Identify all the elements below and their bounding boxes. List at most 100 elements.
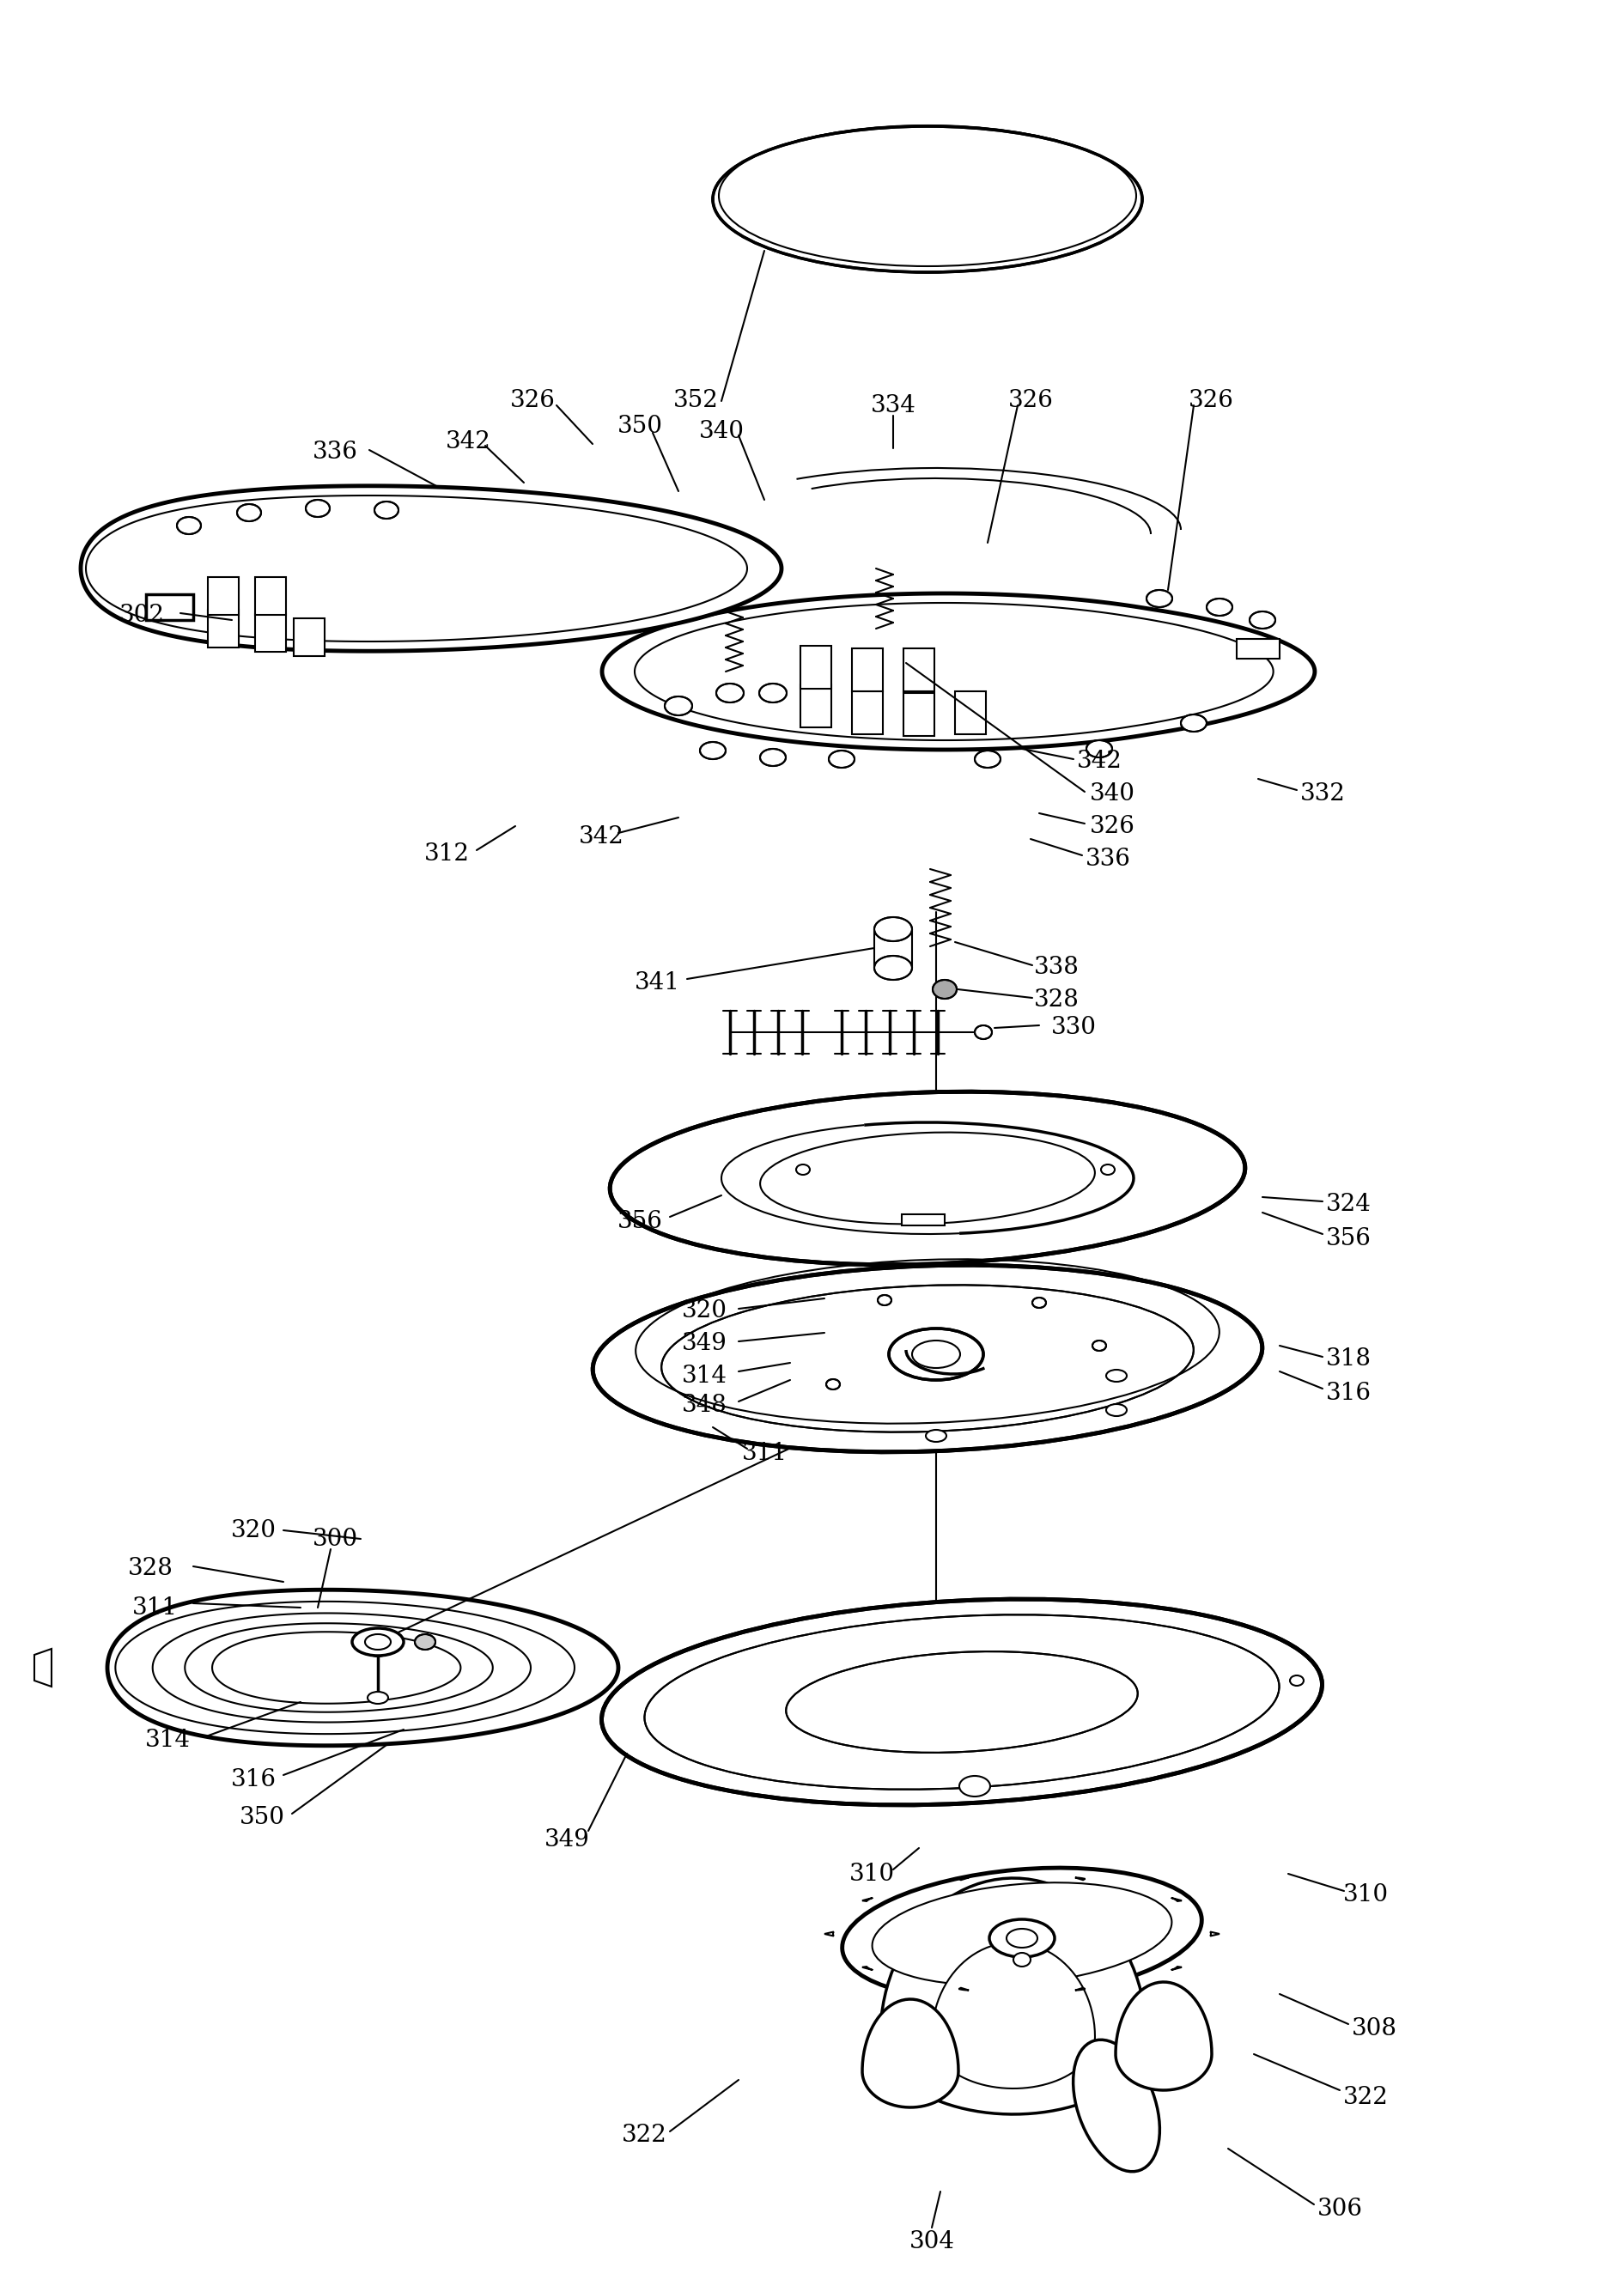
Ellipse shape xyxy=(375,501,398,519)
Ellipse shape xyxy=(1106,1369,1127,1381)
Polygon shape xyxy=(34,1648,52,1687)
Polygon shape xyxy=(880,1879,1147,2115)
Ellipse shape xyxy=(888,1328,983,1381)
Text: 314: 314 xyxy=(145,1728,190,1753)
Polygon shape xyxy=(1171,1966,1182,1971)
Text: 308: 308 xyxy=(1351,2016,1397,2039)
Ellipse shape xyxy=(974,750,1000,768)
Polygon shape xyxy=(932,1943,1095,2089)
Ellipse shape xyxy=(367,1644,388,1657)
Text: 326: 326 xyxy=(1090,814,1135,837)
Text: 350: 350 xyxy=(239,1806,284,1829)
Polygon shape xyxy=(955,690,986,734)
Polygon shape xyxy=(294,617,325,656)
Ellipse shape xyxy=(611,1093,1246,1264)
Polygon shape xyxy=(1075,1877,1085,1879)
Text: 304: 304 xyxy=(909,2229,955,2254)
Text: 356: 356 xyxy=(1325,1228,1371,1250)
Ellipse shape xyxy=(305,501,330,517)
Text: 342: 342 xyxy=(578,825,624,848)
Ellipse shape xyxy=(843,1868,1202,2000)
Ellipse shape xyxy=(365,1634,391,1650)
Text: 311: 311 xyxy=(132,1596,177,1618)
Polygon shape xyxy=(801,684,831,727)
Ellipse shape xyxy=(1289,1676,1304,1685)
Polygon shape xyxy=(1237,638,1280,658)
Ellipse shape xyxy=(645,1614,1280,1790)
Ellipse shape xyxy=(1207,599,1233,615)
Ellipse shape xyxy=(872,1884,1173,1984)
Text: 316: 316 xyxy=(231,1767,276,1790)
Polygon shape xyxy=(1075,1989,1085,1991)
Ellipse shape xyxy=(913,1340,960,1367)
Ellipse shape xyxy=(932,981,957,999)
Polygon shape xyxy=(1116,1982,1212,2089)
Ellipse shape xyxy=(760,750,786,766)
Text: 320: 320 xyxy=(682,1301,728,1324)
Ellipse shape xyxy=(874,956,913,981)
Ellipse shape xyxy=(877,1294,892,1305)
Ellipse shape xyxy=(177,517,201,535)
Ellipse shape xyxy=(700,743,726,759)
Text: 322: 322 xyxy=(1343,2085,1389,2108)
Ellipse shape xyxy=(713,126,1142,272)
Ellipse shape xyxy=(1093,1340,1106,1351)
Ellipse shape xyxy=(874,917,913,942)
Ellipse shape xyxy=(601,1600,1322,1806)
Text: 328: 328 xyxy=(128,1557,174,1580)
Ellipse shape xyxy=(1181,716,1207,732)
Text: 342: 342 xyxy=(1077,750,1122,773)
Ellipse shape xyxy=(593,1264,1262,1452)
Ellipse shape xyxy=(1106,1404,1127,1415)
Text: 336: 336 xyxy=(1085,848,1130,871)
Polygon shape xyxy=(208,576,239,615)
Ellipse shape xyxy=(1007,1929,1038,1948)
Polygon shape xyxy=(958,1877,970,1879)
Polygon shape xyxy=(862,1966,872,1971)
Polygon shape xyxy=(208,610,239,647)
Polygon shape xyxy=(903,649,934,690)
Polygon shape xyxy=(853,649,883,690)
Text: 322: 322 xyxy=(622,2124,667,2147)
Polygon shape xyxy=(255,576,286,615)
Polygon shape xyxy=(825,1932,833,1936)
Polygon shape xyxy=(853,690,883,734)
Text: 314: 314 xyxy=(682,1365,728,1388)
Text: 356: 356 xyxy=(617,1209,663,1232)
Ellipse shape xyxy=(827,1378,840,1390)
Text: 334: 334 xyxy=(870,393,916,416)
Polygon shape xyxy=(603,594,1315,750)
Ellipse shape xyxy=(1249,610,1275,629)
Ellipse shape xyxy=(960,1776,991,1797)
Text: 328: 328 xyxy=(1033,988,1078,1010)
Ellipse shape xyxy=(352,1628,404,1655)
Text: 326: 326 xyxy=(1189,389,1234,414)
Ellipse shape xyxy=(1086,741,1112,757)
Polygon shape xyxy=(901,1214,945,1225)
Polygon shape xyxy=(146,594,193,620)
Text: 306: 306 xyxy=(1317,2197,1363,2220)
Text: 352: 352 xyxy=(672,389,718,414)
Polygon shape xyxy=(862,2000,958,2108)
Text: 349: 349 xyxy=(544,1829,590,1852)
Ellipse shape xyxy=(926,1429,947,1442)
Text: 302: 302 xyxy=(119,604,164,626)
Ellipse shape xyxy=(237,505,261,521)
Ellipse shape xyxy=(1101,1164,1114,1175)
Ellipse shape xyxy=(1073,2039,1160,2172)
Text: 318: 318 xyxy=(1325,1346,1371,1369)
Ellipse shape xyxy=(1147,590,1173,608)
Text: 341: 341 xyxy=(635,972,680,994)
Text: 342: 342 xyxy=(445,430,490,453)
Text: 324: 324 xyxy=(1325,1193,1371,1216)
Text: 310: 310 xyxy=(849,1863,895,1886)
Polygon shape xyxy=(1171,1897,1182,1902)
Polygon shape xyxy=(801,645,831,688)
Text: 326: 326 xyxy=(510,389,555,414)
Text: 316: 316 xyxy=(1325,1381,1371,1404)
Polygon shape xyxy=(1210,1932,1220,1936)
Ellipse shape xyxy=(1033,1298,1046,1308)
Polygon shape xyxy=(903,693,934,736)
Ellipse shape xyxy=(828,750,854,768)
Ellipse shape xyxy=(796,1164,810,1175)
